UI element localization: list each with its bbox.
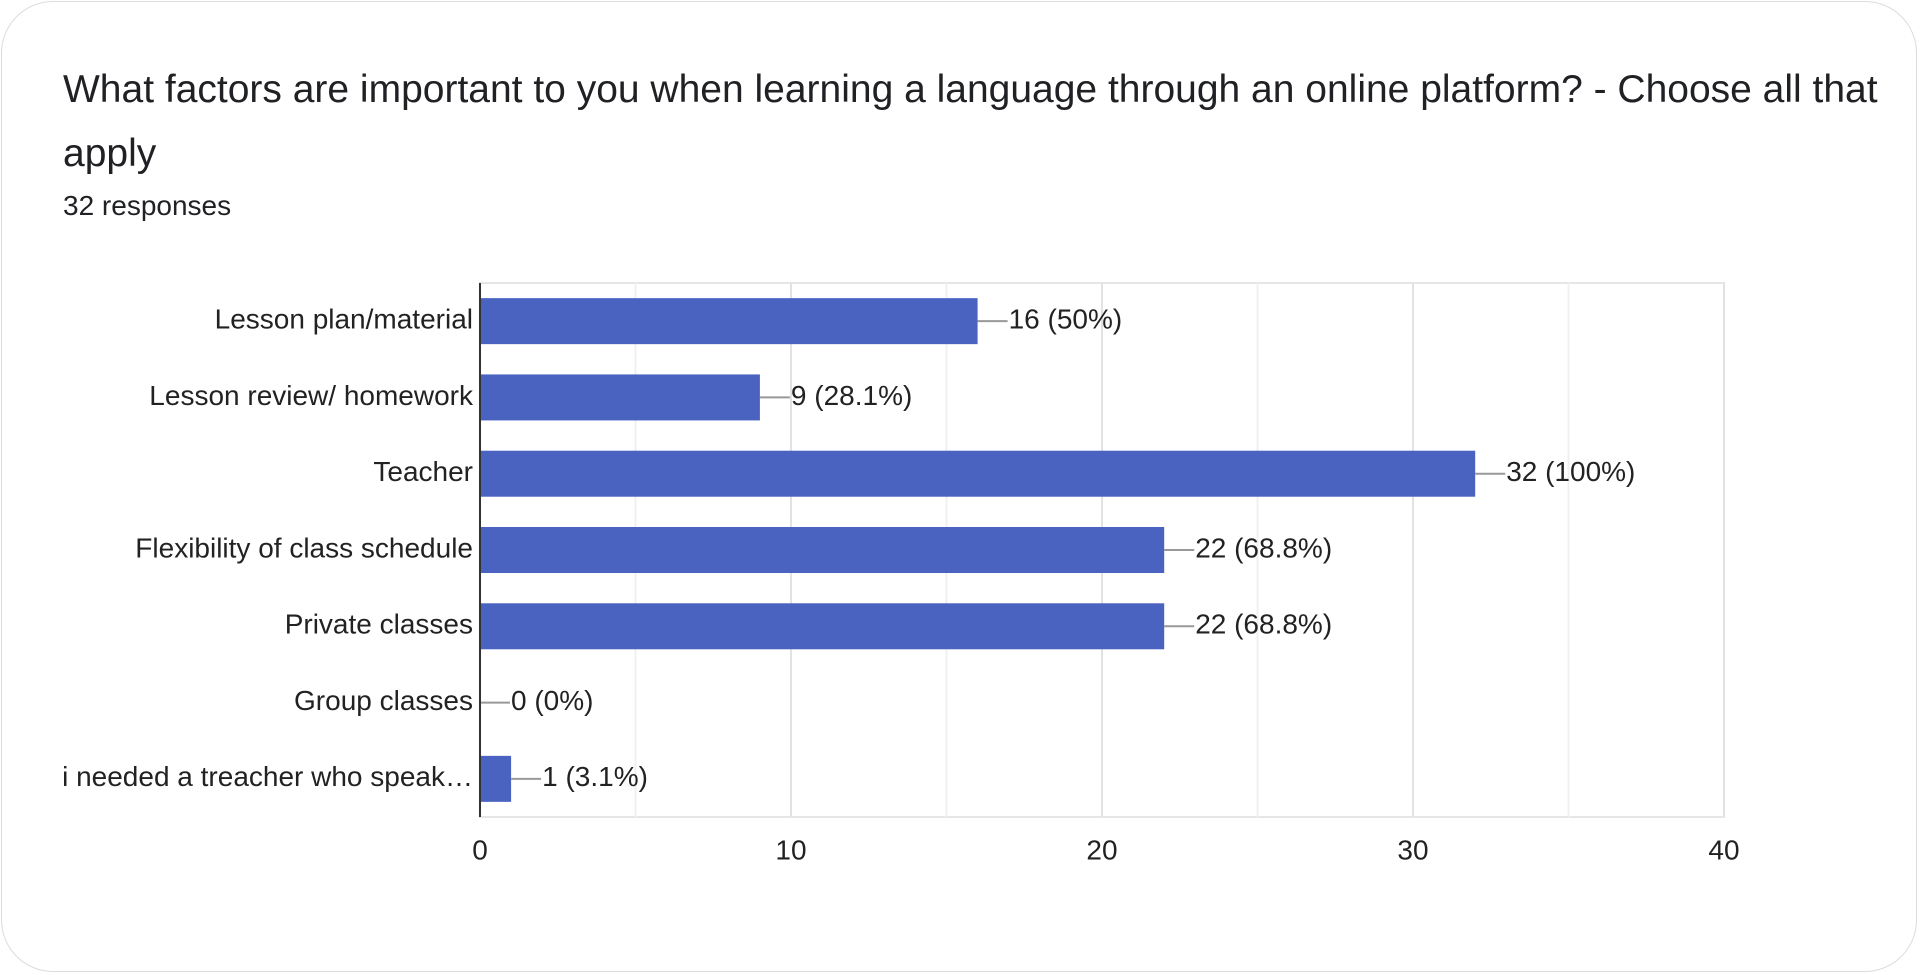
x-tick-label: 20	[1086, 834, 1117, 865]
y-tick-label: i needed a treacher who speak…	[62, 761, 473, 792]
value-label: 22 (68.8%)	[1195, 532, 1332, 563]
x-tick-label: 30	[1397, 834, 1428, 865]
y-tick-label: Lesson plan/material	[215, 304, 473, 335]
value-label: 9 (28.1%)	[791, 380, 912, 411]
y-tick-label: Teacher	[373, 456, 473, 487]
value-label: 1 (3.1%)	[542, 761, 648, 792]
bar	[480, 755, 512, 802]
value-label: 16 (50%)	[1009, 304, 1123, 335]
chart-title: What factors are important to you when l…	[63, 68, 1878, 175]
value-label: 22 (68.8%)	[1195, 609, 1332, 640]
chart-subtitle: 32 responses	[63, 190, 232, 221]
y-tick-label: Private classes	[285, 609, 473, 640]
x-tick-label: 0	[472, 834, 488, 865]
y-tick-label: Lesson review/ homework	[149, 380, 474, 411]
value-label: 0 (0%)	[511, 685, 593, 716]
x-tick-label: 40	[1708, 834, 1739, 865]
y-tick-label: Group classes	[294, 685, 473, 716]
x-tick-label: 10	[775, 834, 806, 865]
bar	[480, 450, 1476, 497]
value-label: 32 (100%)	[1506, 456, 1635, 487]
bar	[480, 603, 1165, 650]
bar	[480, 298, 978, 345]
bar	[480, 374, 760, 421]
bar	[480, 527, 1165, 573]
y-tick-label: Flexibility of class schedule	[135, 532, 473, 563]
